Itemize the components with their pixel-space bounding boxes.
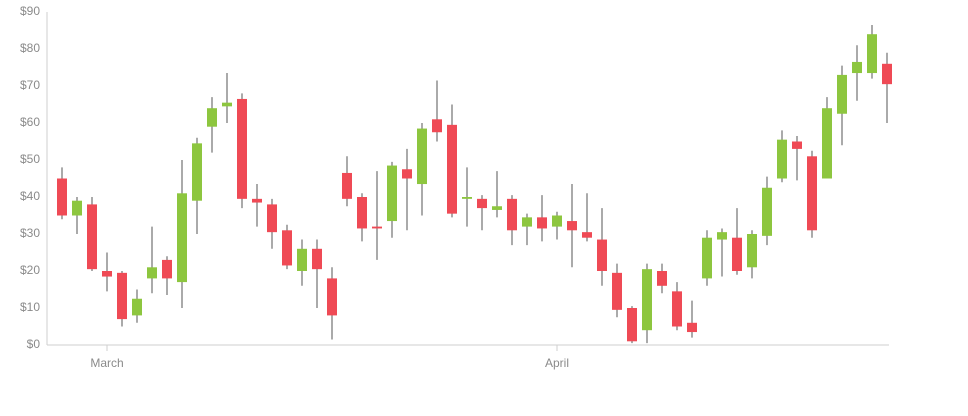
candle-body xyxy=(807,156,817,231)
y-tick-label: $70 xyxy=(20,78,40,92)
candle-body xyxy=(387,165,397,222)
y-tick-label: $60 xyxy=(20,115,40,129)
candle-body xyxy=(267,204,277,233)
candle-body xyxy=(102,271,112,277)
candle-body xyxy=(777,139,787,179)
candle-body xyxy=(792,141,802,149)
candle-body xyxy=(432,119,442,133)
candle-body xyxy=(687,322,697,333)
candle-body xyxy=(222,102,232,107)
candle-body xyxy=(342,172,352,199)
candle-body xyxy=(597,239,607,271)
candle-body xyxy=(372,226,382,229)
candle-body xyxy=(747,234,757,268)
candle-body xyxy=(612,272,622,310)
candle-body xyxy=(642,269,652,331)
y-tick-label: $20 xyxy=(20,263,40,277)
y-tick-label: $90 xyxy=(20,4,40,18)
candle-body xyxy=(237,98,247,199)
x-tick-label: April xyxy=(545,356,569,370)
candle-body xyxy=(462,197,472,199)
candle-body xyxy=(417,128,427,185)
y-tick-label: $40 xyxy=(20,189,40,203)
candle-body xyxy=(822,108,832,179)
candle-body xyxy=(717,232,727,240)
candle-body xyxy=(552,215,562,227)
candle-body xyxy=(672,291,682,327)
candle-body xyxy=(732,237,742,271)
candle-body xyxy=(567,221,577,231)
candle-body xyxy=(447,124,457,214)
candle-body xyxy=(882,63,892,85)
x-tick-label: March xyxy=(90,356,123,370)
candle-body xyxy=(117,272,127,320)
candle-body xyxy=(402,169,412,179)
y-tick-label: $30 xyxy=(20,226,40,240)
y-tick-label: $0 xyxy=(27,337,41,351)
candle-body xyxy=(852,61,862,74)
candle-body xyxy=(327,278,337,316)
candle-body xyxy=(522,217,532,227)
candle-body xyxy=(702,237,712,279)
candle-body xyxy=(162,259,172,279)
y-tick-label: $50 xyxy=(20,152,40,166)
candle-body xyxy=(87,204,97,270)
candle-body xyxy=(132,298,142,316)
candle-body xyxy=(537,217,547,229)
candle-body xyxy=(867,34,877,74)
candle-body xyxy=(147,267,157,279)
y-tick-label: $80 xyxy=(20,41,40,55)
candle-body xyxy=(72,200,82,216)
candle-body xyxy=(252,198,262,203)
candle-body xyxy=(762,187,772,236)
candle-body xyxy=(837,74,847,114)
candle-body xyxy=(207,108,217,127)
candle-body xyxy=(507,198,517,231)
candle-body xyxy=(192,143,202,201)
candle-body xyxy=(582,232,592,238)
candle-body xyxy=(312,248,322,270)
candle-body xyxy=(57,178,67,216)
candle-body xyxy=(357,197,367,229)
candle-body xyxy=(282,230,292,266)
candle-body xyxy=(477,198,487,209)
y-tick-label: $10 xyxy=(20,300,40,314)
candle-body xyxy=(297,248,307,271)
candle-body xyxy=(627,308,637,342)
candle-body xyxy=(657,271,667,286)
candle-body xyxy=(492,206,502,210)
candle-body xyxy=(177,193,187,283)
